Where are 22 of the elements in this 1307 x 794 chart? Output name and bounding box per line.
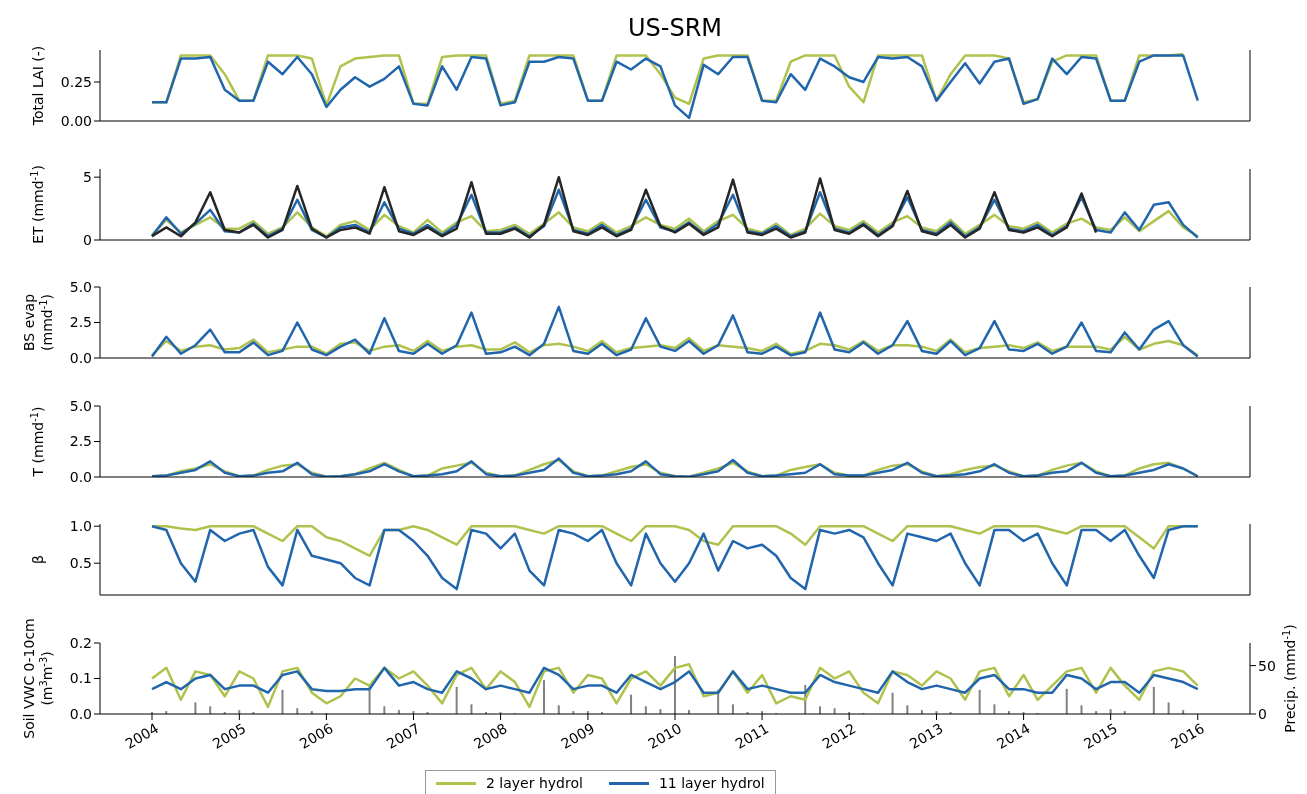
y2-tick-label: 0 bbox=[1258, 705, 1267, 722]
legend-label: 11 layer hydrol bbox=[658, 775, 765, 791]
y-axis-title: β bbox=[30, 555, 46, 565]
y-tick-label: 0.2 bbox=[69, 634, 92, 651]
y-tick-label: 2.5 bbox=[69, 433, 92, 450]
chart-title: US-SRM bbox=[626, 14, 724, 42]
y-tick-label: 2.5 bbox=[69, 314, 92, 331]
y-tick-label: 5.0 bbox=[69, 397, 92, 414]
y-tick-label: 0.00 bbox=[60, 112, 92, 129]
y2-tick-label: 50 bbox=[1258, 657, 1276, 674]
y-tick-label: 0.25 bbox=[60, 73, 92, 90]
y-tick-label: 5 bbox=[83, 168, 92, 185]
y-tick-label: 0.0 bbox=[69, 468, 92, 485]
y-tick-label: 5.0 bbox=[69, 279, 92, 296]
y-tick-label: 0.5 bbox=[69, 555, 92, 572]
y-tick-label: 0.1 bbox=[69, 670, 92, 687]
legend-label: 2 layer hydrol bbox=[486, 775, 583, 791]
y-axis-title: Total LAI (-) bbox=[30, 45, 46, 127]
y-tick-label: 0 bbox=[83, 231, 92, 248]
y-tick-label: 0.0 bbox=[69, 705, 92, 722]
y-tick-label: 1.0 bbox=[69, 518, 92, 535]
y-tick-label: 0.0 bbox=[69, 350, 92, 367]
